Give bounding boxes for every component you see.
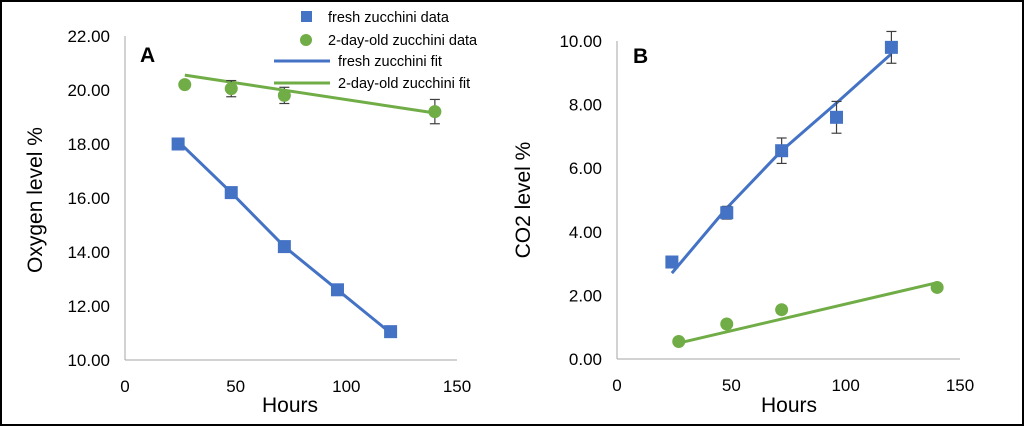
panel-a-y-tick-label: 22.00 — [67, 27, 110, 46]
panel-a-letter: A — [140, 44, 155, 67]
panel-b-fresh-data-point — [830, 110, 844, 124]
panel-a-y-axis-title: Oxygen level % — [24, 127, 47, 273]
panel-a-x-axis-title: Hours — [262, 394, 318, 417]
panel-b-fresh-data-point — [884, 40, 898, 54]
legend-old-data-label: 2-day-old zucchini data — [328, 33, 478, 49]
panel-a-old-data-point — [178, 78, 192, 92]
panel-b-x-tick-label: 0 — [612, 376, 621, 395]
panel-b-y-tick-label: 0.00 — [569, 350, 602, 369]
panel-a-y-tick-label: 10.00 — [67, 351, 110, 370]
panel-b-old-data-point — [672, 335, 686, 349]
panel-b-fresh-data-point — [665, 255, 679, 269]
panel-b-y-tick-label: 4.00 — [569, 223, 602, 242]
panel-a-y-tick-label: 20.00 — [67, 81, 110, 100]
panel-a-fresh-data-point — [277, 240, 291, 254]
panel-a-fresh-data-point — [171, 137, 185, 151]
panel-b-letter: B — [633, 45, 648, 68]
panel-a-fresh-data-point — [224, 186, 238, 200]
panel-b-old-data-point — [775, 303, 789, 317]
panel-a-x-tick-label: 100 — [332, 377, 360, 396]
legend-fresh-fit-label: fresh zucchini fit — [338, 54, 442, 70]
panel-b-chart: B Hours CO2 level % 0.00 2.00 4.00 6.00 8.00… — [512, 30, 974, 417]
legend-fresh-data-label: fresh zucchini data — [328, 10, 450, 26]
panel-a-old-data-point — [224, 82, 238, 96]
panel-a-chart: A Hours Oxygen level % 10.00 12.00 14.00 16… — [24, 27, 471, 417]
panel-b-y-tick-label: 6.00 — [569, 159, 602, 178]
panel-b-y-axis-title: CO2 level % — [512, 142, 535, 259]
panel-a-x-tick-label: 50 — [226, 377, 245, 396]
panel-a-old-fit-line — [184, 73, 436, 115]
panel-b-x-axis-title: Hours — [761, 394, 817, 417]
panel-a-old-data-point — [428, 105, 442, 119]
panel-b-x-tick-label: 100 — [831, 376, 859, 395]
panel-b-fresh-data-point — [775, 144, 789, 158]
panel-b-y-tick-label: 10.00 — [559, 32, 602, 51]
panel-a-y-tick-label: 12.00 — [67, 297, 110, 316]
panel-b-old-data-point — [720, 317, 734, 331]
panel-a-y-tick-label: 18.00 — [67, 135, 110, 154]
panel-a-old-data-point — [277, 88, 291, 102]
panel-b-x-tick-label: 50 — [722, 376, 741, 395]
legend-old-fit-label: 2-day-old zucchini fit — [338, 76, 470, 92]
panel-b-y-tick-label: 2.00 — [569, 286, 602, 305]
panel-a-fresh-data-point — [384, 325, 398, 339]
panel-a-y-tick-label: 16.00 — [67, 189, 110, 208]
legend-fresh-data-marker — [301, 11, 312, 22]
panel-b-y-tick-label: 8.00 — [569, 96, 602, 115]
panel-a-fresh-data-point — [330, 283, 344, 297]
panel-b-fresh-data-point — [720, 206, 734, 220]
panel-a-x-tick-label: 150 — [443, 377, 471, 396]
legend: fresh zucchini data 2-day-old zucchini d… — [274, 10, 478, 92]
panel-b-x-tick-label: 150 — [946, 376, 974, 395]
panel-b-old-fit-line — [678, 281, 938, 345]
panel-a-y-tick-label: 14.00 — [67, 243, 110, 262]
panel-b-old-data-point — [930, 280, 944, 294]
panel-a-x-tick-label: 0 — [120, 377, 129, 396]
legend-old-data-marker — [300, 34, 312, 46]
